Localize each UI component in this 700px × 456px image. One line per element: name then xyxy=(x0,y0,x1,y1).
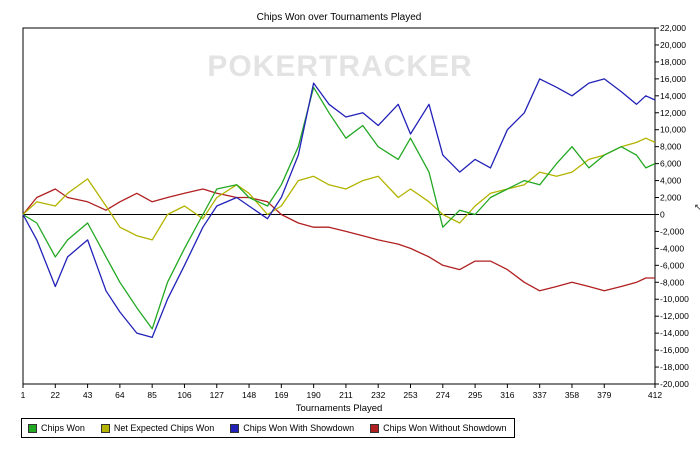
x-tick-label: 412 xyxy=(648,390,662,400)
y-tick-label: 10,000 xyxy=(660,125,686,135)
x-tick-label: 253 xyxy=(403,390,417,400)
y-tick-label: 18,000 xyxy=(660,57,686,67)
y-tick-label: 16,000 xyxy=(660,74,686,84)
series-line-net-expected-chips-won xyxy=(22,137,656,241)
legend-label-without-showdown: Chips Won Without Showdown xyxy=(383,423,507,433)
x-tick-label: 316 xyxy=(500,390,514,400)
legend-label-net-expected: Net Expected Chips Won xyxy=(113,423,215,433)
legend-item-chips-won: Chips Won xyxy=(28,423,85,433)
legend-swatch-without-showdown xyxy=(370,423,380,433)
legend-swatch-with-showdown xyxy=(230,423,240,433)
y-tick-label: -16,000 xyxy=(660,345,689,355)
y-tick-label: -20,000 xyxy=(660,379,689,389)
y-tick-label: 6,000 xyxy=(660,159,682,169)
chart-legend: Chips Won Net Expected Chips Won Chips W… xyxy=(21,418,515,438)
x-tick-label: 85 xyxy=(147,390,157,400)
series-line-chips-won-without-showdown xyxy=(22,188,655,292)
legend-label-chips-won: Chips Won xyxy=(41,423,85,433)
legend-swatch-net-expected xyxy=(100,423,110,433)
y-tick-label: -10,000 xyxy=(660,294,689,304)
y-tick-label: 4,000 xyxy=(660,176,682,186)
legend-item-with-showdown: Chips Won With Showdown xyxy=(230,423,354,433)
chart-title: Chips Won over Tournaments Played xyxy=(257,12,422,23)
y-tick-label: -18,000 xyxy=(660,362,689,372)
x-tick-label: 127 xyxy=(210,390,224,400)
x-tick-label: 1 xyxy=(21,390,26,400)
mouse-cursor-icon: ↖ xyxy=(694,202,700,212)
x-tick-label: 295 xyxy=(468,390,482,400)
y-tick-label: 22,000 xyxy=(660,23,686,33)
x-tick-label: 148 xyxy=(242,390,256,400)
y-tick-label: 20,000 xyxy=(660,40,686,50)
x-tick-label: 337 xyxy=(533,390,547,400)
series-line-chips-won-with-showdown xyxy=(22,78,656,339)
series-line-chips-won xyxy=(22,86,656,330)
y-tick-label: -4,000 xyxy=(660,243,684,253)
x-tick-label: 232 xyxy=(371,390,385,400)
watermark: POKERTRACKER xyxy=(207,50,472,83)
y-tick-label: -14,000 xyxy=(660,328,689,338)
x-tick-label: 211 xyxy=(339,390,353,400)
x-tick-label: 43 xyxy=(83,390,93,400)
y-tick-label: 8,000 xyxy=(660,142,682,152)
x-tick-label: 169 xyxy=(274,390,288,400)
x-tick-label: 22 xyxy=(51,390,61,400)
plot-area xyxy=(22,27,656,385)
x-tick-label: 106 xyxy=(177,390,191,400)
legend-swatch-chips-won xyxy=(28,423,37,433)
x-axis-label: Tournaments Played xyxy=(296,403,383,414)
y-tick-label: -12,000 xyxy=(660,311,689,321)
y-tick-label: 0 xyxy=(660,209,665,219)
x-tick-label: 190 xyxy=(307,390,321,400)
y-tick-label: -6,000 xyxy=(660,260,684,270)
x-tick-label: 358 xyxy=(565,390,579,400)
legend-label-with-showdown: Chips Won With Showdown xyxy=(243,423,355,433)
x-tick-label: 64 xyxy=(115,390,125,400)
x-tick-label: 379 xyxy=(597,390,611,400)
y-tick-label: -2,000 xyxy=(660,226,684,236)
legend-item-net-expected: Net Expected Chips Won xyxy=(100,423,215,433)
y-tick-label: 12,000 xyxy=(660,108,686,118)
x-tick-label: 274 xyxy=(436,390,450,400)
y-tick-label: 2,000 xyxy=(660,193,682,203)
y-tick-label: -8,000 xyxy=(660,277,684,287)
y-tick-label: 14,000 xyxy=(660,91,686,101)
legend-item-without-showdown: Chips Won Without Showdown xyxy=(370,423,507,433)
